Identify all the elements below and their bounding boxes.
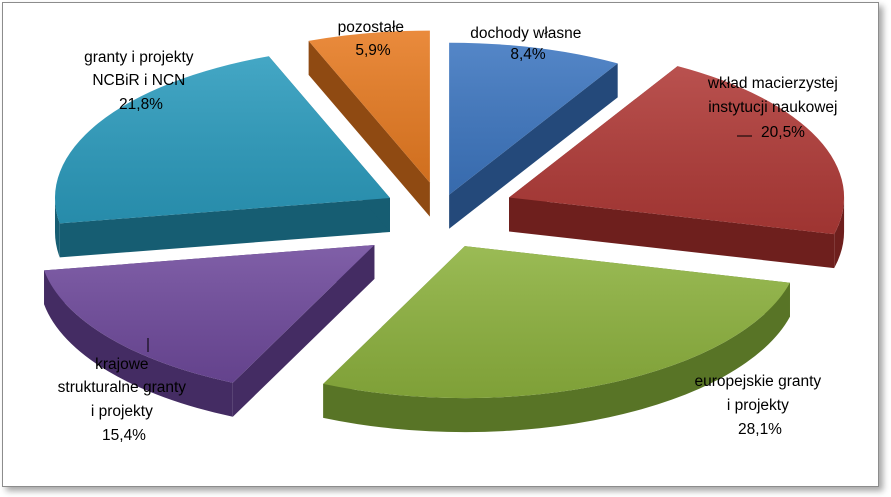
pie-slice-dochody-wlasne	[449, 42, 618, 229]
leader-lines	[147, 135, 752, 352]
slice-wall-krajowe-strukturalne-0	[232, 245, 375, 417]
slice-shade-dochody-wlasne	[449, 42, 618, 195]
slice-wall-wklad-macierzystej-1	[509, 197, 835, 269]
label-pozostale: pozostałe 5,9%	[338, 19, 409, 59]
label-wklad-macierzystej: wkład macierzystej instytucji naukowej 2…	[707, 75, 842, 141]
slice-rim-ncbir-ncn-0	[54, 197, 60, 258]
pie-slice-europejskie-granty	[323, 246, 790, 433]
slice-rim-wklad-macierzystej-0	[834, 197, 845, 269]
label-europejskie-granty: europejskie granty i projekty 28,1%	[695, 373, 826, 438]
label-ncbir-ncn: granty i projekty NCBiR i NCN 21,8%	[84, 49, 198, 113]
slice-rim-europejskie-granty-0	[323, 282, 790, 433]
slice-wall-pozostale-0	[308, 40, 430, 217]
slice-shade-wklad-macierzystej	[509, 66, 845, 235]
slice-shade-europejskie-granty	[323, 246, 790, 399]
slice-shade-krajowe-strukturalne	[44, 245, 375, 383]
label-dochody-wlasne: dochody własne 8,4%	[470, 25, 585, 63]
slice-shade-ncbir-ncn	[54, 56, 390, 224]
pie-slice-krajowe-strukturalne	[44, 245, 375, 417]
slice-shade-pozostale	[308, 30, 430, 183]
slice-rim-krajowe-strukturalne-0	[44, 270, 233, 417]
label-krajowe-strukturalne: krajowe strukturalne granty i projekty 1…	[58, 356, 191, 444]
slice-wall-ncbir-ncn-0	[59, 197, 390, 258]
pie-slice-ncbir-ncn	[54, 56, 390, 258]
pie-slice-pozostale	[308, 30, 430, 217]
pie-slice-wklad-macierzystej	[509, 66, 845, 269]
slice-wall-dochody-wlasne-1	[449, 63, 618, 229]
